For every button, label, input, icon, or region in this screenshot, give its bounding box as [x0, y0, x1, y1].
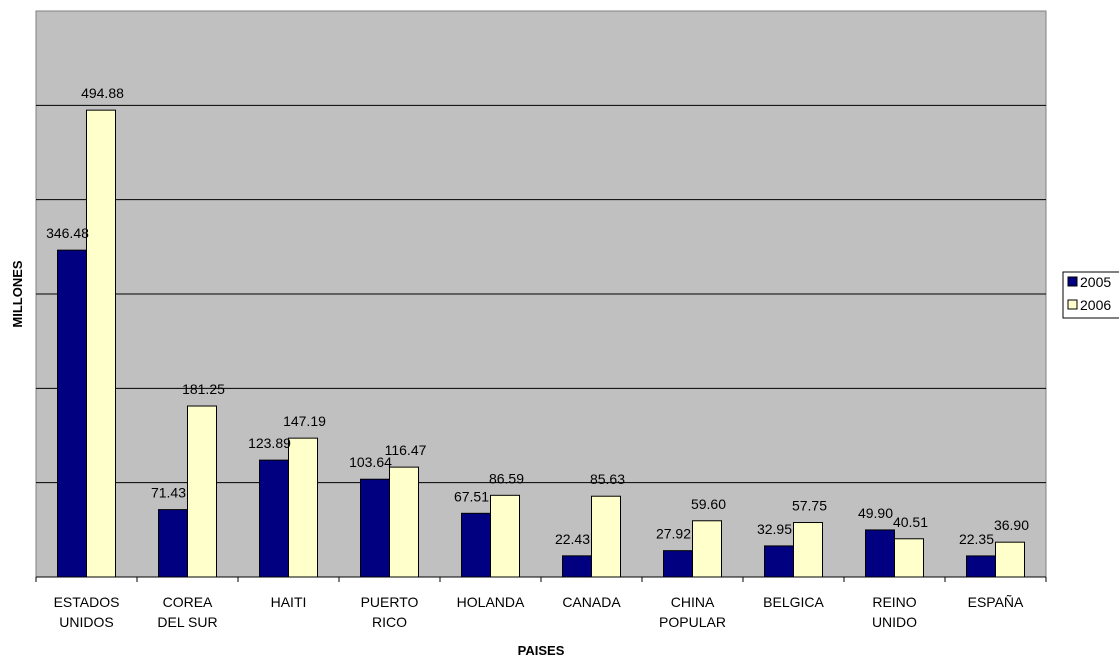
- data-label-2006: 181.25: [182, 381, 225, 397]
- legend-swatch-2005: [1067, 276, 1078, 287]
- data-label-2005: 22.35: [959, 531, 994, 547]
- legend-label-2006: 2006: [1080, 297, 1111, 313]
- legend-swatch-2006: [1067, 299, 1078, 310]
- bar-2005: [57, 249, 87, 578]
- bar-2006: [490, 494, 520, 578]
- bar-2006: [288, 437, 318, 578]
- data-label-2006: 85.63: [590, 471, 625, 487]
- x-tick-label: UNIDOS: [59, 614, 113, 630]
- legend: 2005 2006: [1062, 271, 1119, 319]
- bar-2005: [966, 555, 996, 578]
- x-tick-label: REINO: [872, 594, 916, 610]
- bar-2006: [187, 405, 217, 578]
- data-label-2006: 57.75: [792, 498, 827, 514]
- data-label-2006: 86.59: [489, 470, 524, 486]
- bar-2005: [663, 550, 693, 578]
- bars: [57, 109, 1025, 578]
- x-tick-label: HOLANDA: [457, 594, 525, 610]
- data-label-2005: 103.64: [349, 454, 392, 470]
- data-label-2006: 59.60: [691, 496, 726, 512]
- x-tick-label: BELGICA: [763, 594, 824, 610]
- bar-2005: [259, 459, 289, 578]
- x-tick-label: DEL SUR: [157, 614, 217, 630]
- bar-2005: [764, 545, 794, 578]
- x-tick-label: PUERTO: [361, 594, 419, 610]
- data-label-2006: 494.88: [81, 85, 124, 101]
- data-label-2005: 123.89: [248, 435, 291, 451]
- data-label-2005: 67.51: [454, 488, 489, 504]
- x-tick-label: POPULAR: [659, 614, 726, 630]
- bar-2006: [86, 109, 116, 578]
- bar-2005: [562, 555, 592, 578]
- bar-2005: [158, 509, 188, 578]
- x-tick-label: COREA: [163, 594, 213, 610]
- legend-label-2005: 2005: [1080, 274, 1111, 290]
- y-axis-title: MILLONES: [10, 260, 25, 327]
- x-tick-label: ESTADOS: [54, 594, 120, 610]
- data-label-2006: 40.51: [893, 514, 928, 530]
- x-tick-label: CANADA: [562, 594, 621, 610]
- bar-2006: [894, 538, 924, 578]
- x-tick-label: CHINA: [671, 594, 715, 610]
- data-label-2005: 22.43: [555, 531, 590, 547]
- data-label-2005: 32.95: [757, 521, 792, 537]
- bar-2005: [865, 529, 895, 578]
- bar-2006: [995, 541, 1025, 578]
- data-label-2006: 147.19: [283, 413, 326, 429]
- bar-2005: [360, 478, 390, 578]
- data-label-2005: 49.90: [858, 505, 893, 521]
- data-label-2006: 36.90: [994, 517, 1029, 533]
- data-label-2006: 116.47: [385, 442, 427, 458]
- data-label-2005: 71.43: [151, 485, 186, 501]
- x-tick-label: ESPAÑA: [968, 594, 1024, 610]
- data-label-2005: 27.92: [656, 526, 691, 542]
- bar-2006: [692, 520, 722, 578]
- legend-box: [1062, 271, 1119, 319]
- x-tick-label: HAITI: [271, 594, 307, 610]
- x-axis-title: PAISES: [518, 643, 565, 657]
- bar-2005: [461, 512, 491, 578]
- data-labels: 346.48 494.88 71.43 181.25 123.89 147.19 103.6…: [46, 85, 1029, 547]
- data-label-2005: 346.48: [46, 225, 89, 241]
- bar-2006: [591, 495, 621, 578]
- x-tick-label: UNIDO: [872, 614, 917, 630]
- bar-2006: [793, 522, 823, 578]
- x-axis: ESTADOS UNIDOS COREA DEL SUR HAITI PUERTO RICO…: [35, 576, 1047, 630]
- bar-2006: [389, 466, 419, 578]
- x-tick-label: RICO: [372, 614, 407, 630]
